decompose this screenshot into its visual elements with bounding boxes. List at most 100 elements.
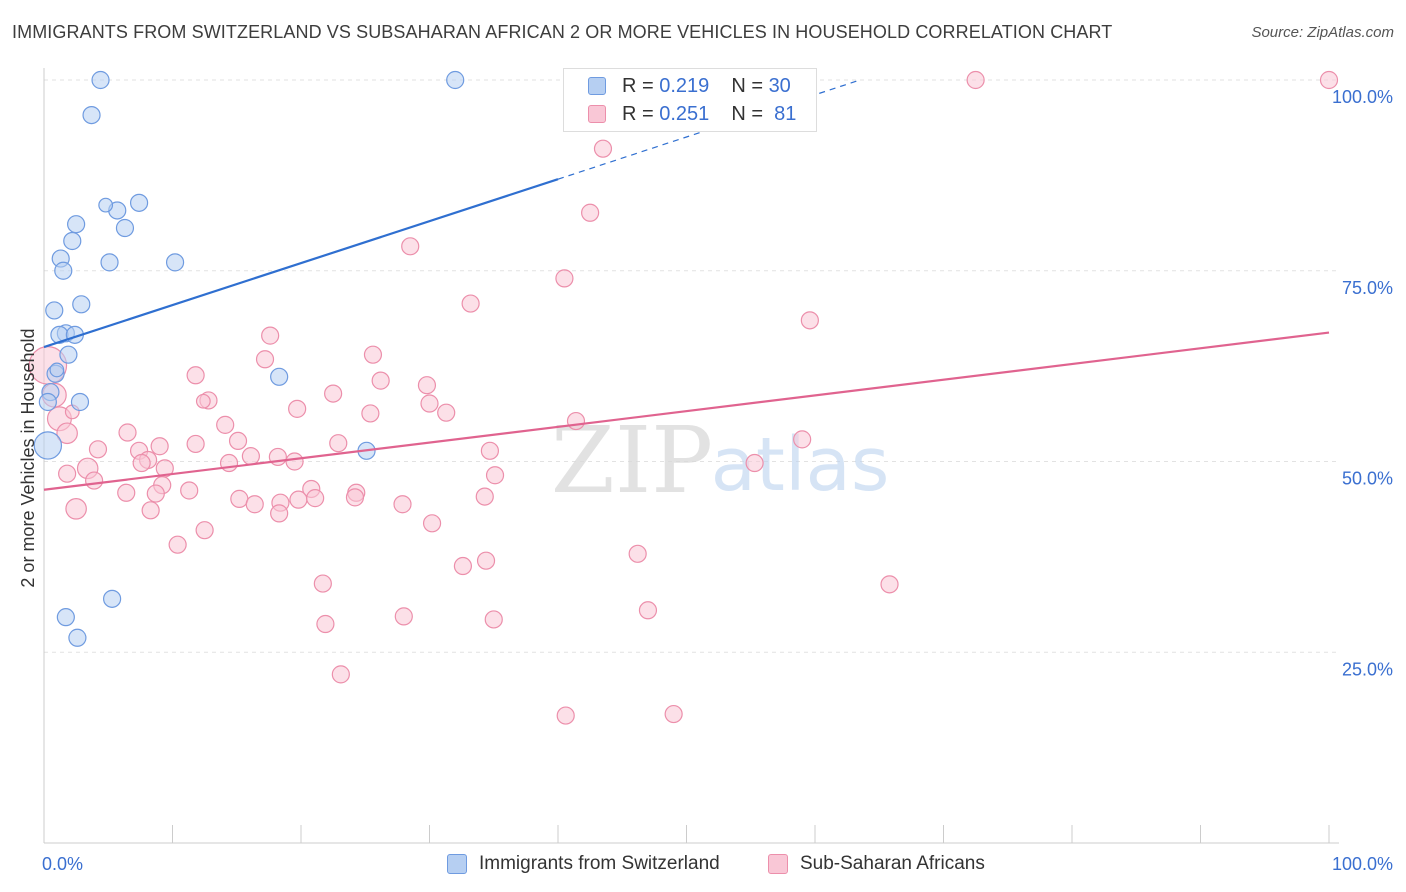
data-point	[98, 197, 114, 213]
data-point	[555, 269, 574, 288]
legend-swatch-pink	[588, 105, 606, 123]
data-point	[285, 452, 304, 471]
data-point	[45, 301, 64, 320]
legend-row-sub-saharan: R = 0.251 N = 81	[588, 101, 796, 127]
data-point	[58, 464, 77, 483]
data-point	[316, 614, 335, 634]
data-point	[484, 610, 503, 629]
data-point	[82, 105, 101, 125]
data-point	[180, 481, 199, 500]
data-point	[485, 466, 505, 485]
data-point	[476, 551, 496, 570]
y-tick-label: 75.0%	[1342, 278, 1393, 298]
data-point	[401, 237, 420, 256]
data-point	[331, 665, 350, 684]
data-point	[422, 514, 442, 533]
data-point	[150, 437, 169, 456]
data-point	[33, 431, 63, 460]
bottom-legend-swatch-pink	[768, 854, 788, 874]
data-point	[49, 362, 65, 378]
data-point	[146, 484, 165, 503]
data-point	[288, 399, 307, 418]
legend-n-label: N =	[731, 102, 763, 125]
data-point	[219, 453, 239, 473]
bottom-legend-sub-saharan[interactable]: Sub-Saharan Africans	[768, 851, 985, 877]
legend-r-value: 0.219	[659, 74, 710, 97]
data-point	[70, 392, 90, 412]
data-point	[745, 453, 764, 473]
data-point	[103, 589, 122, 608]
trend-line-sub-saharan	[43, 331, 1330, 491]
data-point	[72, 295, 91, 314]
data-point	[880, 575, 899, 594]
stats-legend: R = 0.219 N = 30 R = 0.251 N = 81	[563, 68, 817, 132]
data-point	[628, 544, 647, 563]
data-point	[241, 447, 260, 466]
data-point	[800, 311, 819, 330]
x-tick-label-min: 0.0%	[42, 854, 83, 874]
data-point	[230, 489, 249, 508]
data-point	[165, 253, 185, 272]
data-point	[966, 70, 985, 90]
data-point	[437, 403, 456, 422]
y-axis-title: 2 or more Vehicles in Household	[18, 328, 38, 587]
data-point	[313, 574, 332, 593]
watermark: ZIP atlas	[551, 407, 890, 514]
legend-r-label: R =	[622, 102, 654, 125]
legend-n-value: 30	[768, 74, 791, 97]
y-tick-label: 50.0%	[1342, 469, 1393, 489]
data-point	[56, 422, 78, 445]
legend-swatch-blue	[588, 77, 606, 95]
data-point	[289, 490, 308, 509]
data-point	[141, 501, 160, 520]
data-point	[59, 345, 78, 364]
data-point	[100, 253, 119, 272]
data-point	[324, 384, 343, 403]
data-point	[195, 393, 211, 409]
data-point	[394, 607, 413, 626]
data-point	[453, 556, 473, 576]
data-point	[329, 434, 348, 453]
data-point	[566, 411, 586, 431]
data-point	[417, 376, 437, 395]
bottom-legend-label: Sub-Saharan Africans	[800, 853, 985, 874]
grid-layer	[44, 79, 1339, 653]
data-point	[393, 495, 412, 514]
data-point	[638, 601, 658, 620]
data-point	[361, 404, 380, 423]
data-point	[306, 489, 325, 508]
data-point	[186, 366, 205, 385]
y-tick-label: 25.0%	[1342, 659, 1393, 679]
data-point	[581, 203, 600, 222]
data-point	[255, 350, 275, 369]
data-point	[56, 608, 75, 627]
chart-title: IMMIGRANTS FROM SWITZERLAND VS SUBSAHARA…	[12, 22, 1113, 42]
data-point	[216, 415, 235, 434]
axis-labels: 25.0% 50.0% 75.0% 100.0% 0.0% 100.0% 2 or more…	[18, 87, 1393, 874]
data-point	[270, 367, 289, 386]
data-point	[556, 706, 575, 725]
data-point	[461, 294, 480, 313]
data-point	[85, 471, 104, 490]
data-point	[132, 453, 151, 473]
data-point	[168, 535, 187, 554]
source-label: Source: ZipAtlas.com	[1251, 24, 1394, 41]
bottom-legend-label: Immigrants from Switzerland	[479, 853, 720, 874]
data-point	[363, 345, 383, 364]
data-point	[420, 394, 439, 413]
legend-r-label: R =	[622, 74, 654, 97]
data-point	[54, 261, 73, 280]
data-point	[446, 70, 465, 90]
data-point	[245, 495, 264, 514]
data-point	[228, 431, 248, 450]
data-point	[261, 326, 280, 345]
data-point	[91, 70, 110, 90]
legend-row-switzerland: R = 0.219 N = 30	[588, 73, 791, 99]
legend-r-value: 0.251	[659, 102, 710, 125]
legend-n-value: 81	[774, 102, 797, 125]
bottom-legend-switzerland[interactable]: Immigrants from Switzerland	[447, 851, 720, 877]
data-point	[186, 434, 205, 454]
data-point	[480, 441, 499, 460]
data-point	[117, 483, 136, 502]
